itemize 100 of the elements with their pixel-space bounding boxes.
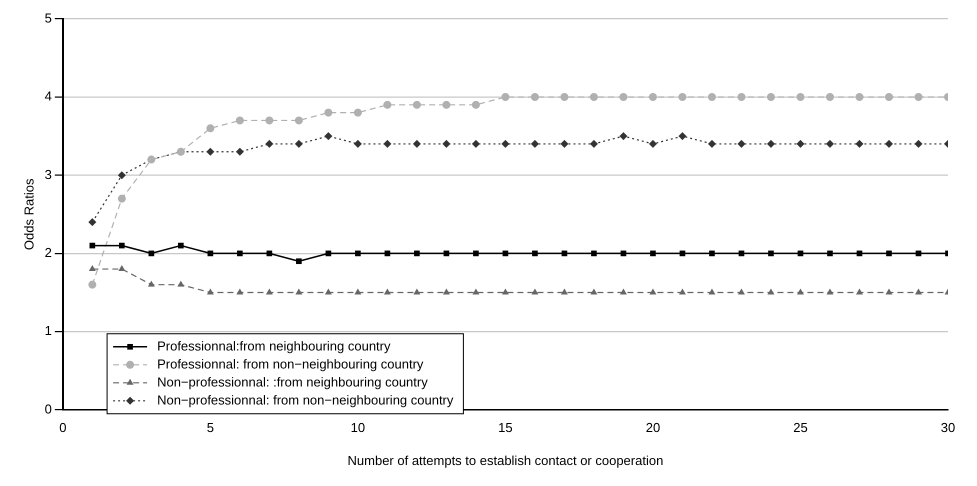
point	[884, 140, 893, 148]
point	[914, 140, 922, 148]
point	[914, 93, 922, 101]
point	[826, 140, 834, 148]
point	[709, 250, 715, 256]
point	[266, 288, 273, 294]
point	[354, 108, 362, 117]
point	[236, 148, 244, 156]
y-tick-label: 5	[44, 10, 52, 26]
point	[324, 132, 332, 140]
point	[798, 250, 804, 256]
point	[560, 140, 568, 148]
point	[501, 140, 510, 148]
point	[326, 250, 332, 256]
point	[472, 140, 480, 148]
point	[856, 288, 863, 294]
x-tick-label: 10	[350, 420, 366, 436]
point	[354, 140, 362, 148]
point	[619, 132, 628, 140]
point	[473, 250, 479, 256]
point	[88, 280, 96, 289]
point	[856, 250, 862, 256]
point	[472, 100, 480, 109]
point	[827, 250, 833, 256]
point	[590, 288, 598, 294]
point	[737, 140, 746, 148]
point	[855, 93, 864, 101]
point	[738, 250, 744, 256]
legend-label: Professionnal: from non−neighbouring country	[157, 356, 424, 372]
point	[236, 116, 244, 124]
point	[501, 93, 510, 101]
point	[324, 288, 332, 294]
point	[442, 288, 450, 294]
point	[796, 93, 804, 101]
x-tick-label: 30	[940, 420, 956, 436]
point	[208, 250, 214, 256]
point	[412, 100, 421, 109]
point	[650, 250, 656, 256]
point	[886, 250, 892, 256]
legend-label: Non−professionnal: from non−neighbouring country	[157, 392, 454, 408]
point	[532, 250, 538, 256]
point	[708, 93, 716, 101]
point	[915, 288, 922, 294]
point	[444, 250, 450, 256]
point	[678, 132, 686, 140]
point	[118, 265, 126, 272]
x-tick-label: 25	[793, 420, 808, 436]
point	[88, 218, 96, 226]
point	[295, 288, 302, 294]
x-tick-label: 15	[498, 420, 513, 436]
point	[884, 93, 893, 101]
point	[680, 250, 686, 256]
point	[766, 140, 775, 148]
point	[766, 93, 775, 101]
point	[237, 250, 243, 256]
point	[294, 140, 303, 148]
point	[590, 93, 598, 101]
x-tick-label: 0	[59, 420, 66, 436]
point	[383, 100, 392, 109]
point	[206, 288, 214, 294]
point	[88, 265, 96, 272]
point	[620, 288, 627, 294]
point	[324, 108, 332, 117]
y-tick-label: 3	[44, 166, 52, 182]
point	[177, 280, 184, 287]
y-tick-label: 1	[44, 323, 52, 338]
point	[855, 140, 864, 148]
point	[648, 93, 657, 101]
point	[708, 288, 716, 294]
point	[796, 140, 804, 148]
y-tick-label: 0	[44, 401, 52, 416]
point	[502, 250, 508, 256]
point	[826, 93, 834, 101]
point	[620, 250, 626, 256]
point	[708, 140, 716, 148]
point	[560, 288, 568, 294]
point	[383, 140, 392, 148]
point	[119, 242, 125, 248]
point	[531, 288, 538, 294]
x-axis-title: Number of attempts to establish contact or cooperation	[348, 452, 664, 468]
point	[826, 288, 834, 294]
point	[206, 124, 214, 132]
x-tick-label: 5	[206, 420, 214, 436]
point	[530, 93, 539, 101]
point	[619, 93, 628, 101]
point	[442, 100, 450, 109]
point	[118, 171, 126, 180]
point	[206, 148, 214, 156]
legend-label: Non−professionnal: :from neighbouring country	[157, 374, 428, 390]
point	[562, 250, 568, 256]
point	[678, 93, 686, 101]
point	[530, 140, 539, 148]
point	[737, 93, 746, 101]
point	[768, 288, 774, 294]
point	[266, 250, 272, 256]
point	[768, 250, 774, 256]
point	[296, 258, 302, 264]
point	[412, 140, 421, 148]
point	[916, 250, 922, 256]
point	[384, 250, 390, 256]
